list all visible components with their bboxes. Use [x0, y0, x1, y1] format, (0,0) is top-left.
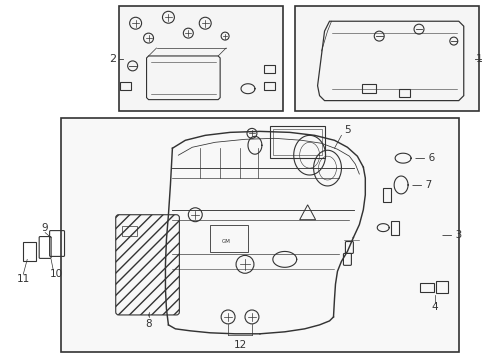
Text: — 3: — 3 — [441, 230, 461, 239]
Bar — [119, 6, 282, 111]
Text: 5: 5 — [344, 125, 350, 135]
Text: 10: 10 — [49, 269, 62, 279]
Bar — [383, 188, 390, 202]
Bar — [419, 283, 433, 292]
Bar — [122, 226, 136, 235]
Text: 9: 9 — [42, 222, 48, 233]
Text: 8: 8 — [145, 319, 152, 329]
Bar — [272, 129, 321, 155]
Bar — [23, 242, 36, 261]
Bar — [294, 6, 478, 111]
Bar — [435, 281, 447, 293]
Bar — [210, 225, 247, 252]
Text: — 6: — 6 — [414, 153, 434, 163]
Bar — [264, 65, 275, 73]
Bar — [390, 221, 398, 235]
Text: — 7: — 7 — [411, 180, 431, 190]
Bar — [362, 84, 375, 93]
Text: 1: 1 — [475, 54, 482, 64]
Text: 4: 4 — [431, 302, 437, 312]
Text: 12: 12 — [233, 340, 246, 350]
Text: GM: GM — [221, 239, 230, 244]
Text: 2: 2 — [109, 54, 117, 64]
Text: 11: 11 — [17, 274, 30, 284]
Bar — [61, 118, 458, 352]
Bar — [398, 89, 409, 96]
Bar — [120, 82, 131, 90]
Bar — [269, 126, 324, 158]
Bar — [264, 82, 275, 90]
